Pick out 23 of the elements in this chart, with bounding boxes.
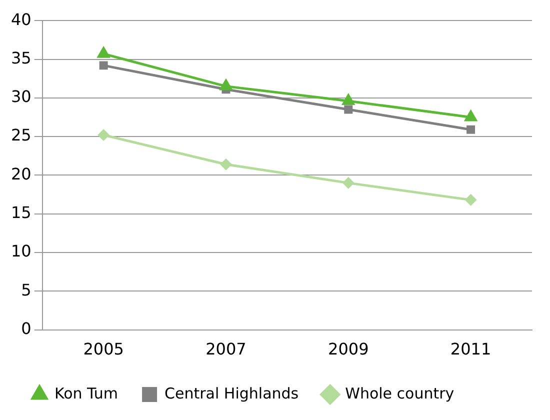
point [342,176,354,189]
point [344,105,353,114]
y-tick-label: 35 [11,48,32,68]
y-tick-label: 10 [11,242,32,261]
x-tick-label: 2007 [206,340,246,359]
legend-label: Central Highlands [164,384,299,402]
point [466,125,476,134]
legend-label: Whole country [345,384,454,402]
legend-label: Kon Tum [54,384,118,402]
y-tick-label: 5 [21,280,32,300]
x-tick-label: 2005 [83,340,124,359]
point [464,194,477,206]
y-tick-label: 40 [11,10,32,29]
x-tick-label: 2009 [328,340,369,359]
x-tick-label: 2011 [450,340,492,359]
y-tick-label: 30 [11,87,32,106]
y-tick-label: 25 [11,126,32,145]
y-tick-label: 20 [11,164,32,184]
point [98,129,110,142]
y-tick-label: 15 [11,203,32,222]
y-tick-label: 0 [21,318,32,338]
point [220,158,232,170]
point [99,61,108,70]
